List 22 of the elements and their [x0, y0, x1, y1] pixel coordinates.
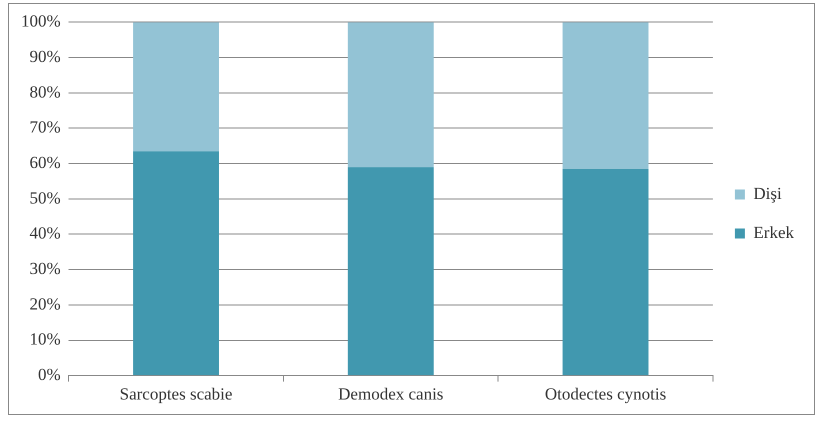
y-tick-label: 70% [29, 118, 61, 137]
legend-label: Erkek [753, 222, 794, 242]
y-tick-label: 80% [29, 82, 61, 102]
x-tick-label: Demodex canis [338, 384, 444, 404]
bar [348, 22, 434, 168]
bar [348, 167, 434, 376]
bar [562, 168, 648, 376]
y-tick-label: 30% [29, 259, 61, 278]
x-tick-label: Otodectes cynotis [544, 384, 666, 404]
y-tick-label: 40% [29, 224, 61, 243]
legend-label: Dişi [753, 184, 782, 203]
y-tick-label: 60% [29, 153, 61, 172]
bar [562, 22, 648, 169]
y-tick-label: 100% [20, 12, 61, 31]
y-tick-label: 50% [29, 188, 61, 208]
y-tick-label: 10% [29, 330, 61, 349]
y-tick-label: 20% [29, 294, 61, 314]
y-tick-label: 0% [38, 365, 61, 384]
y-tick-label: 90% [29, 47, 61, 66]
bar [133, 22, 219, 152]
x-tick-label: Sarcoptes scabie [120, 384, 232, 404]
bar [133, 151, 219, 376]
